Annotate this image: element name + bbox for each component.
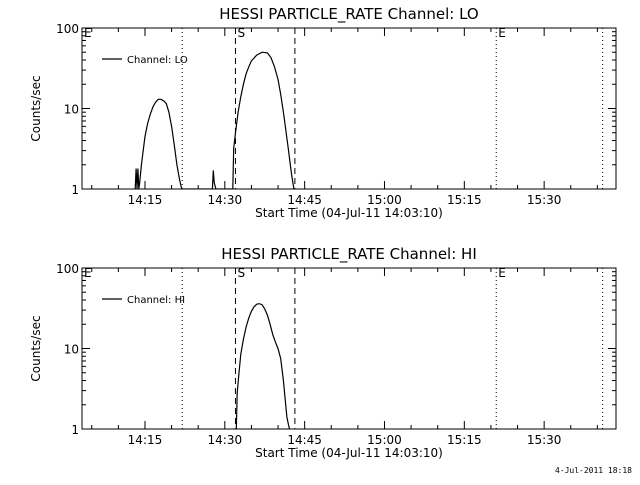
chart-panel-2: HESSI PARTICLE_RATE Channel: HI 14:15 14:3… xyxy=(29,245,617,460)
y-tick-label: 100 xyxy=(56,262,79,276)
x-axis-label: Start Time (04-Jul-11 14:03:10) xyxy=(255,206,443,220)
x-tick-label: 14:30 xyxy=(208,433,243,447)
y-tick-label: 100 xyxy=(56,22,79,36)
x-tick-label: 14:45 xyxy=(287,193,322,207)
y-tick-label: 1 xyxy=(71,183,79,197)
annotation-marker: E xyxy=(84,266,92,280)
chart-panel-1: HESSI PARTICLE_RATE Channel: LO 14:15 14:3… xyxy=(29,5,617,220)
annotation-marker: E xyxy=(498,26,506,40)
x-tick-label: 15:30 xyxy=(527,193,562,207)
x-tick-label: 15:30 xyxy=(527,433,562,447)
chart-title: HESSI PARTICLE_RATE Channel: HI xyxy=(221,245,477,264)
series-line xyxy=(235,303,291,429)
x-tick-label: 14:15 xyxy=(128,193,163,207)
annotation-marker: S xyxy=(237,266,245,280)
y-tick-label: 10 xyxy=(64,343,79,357)
legend-label: Channel: HI xyxy=(127,295,185,306)
legend-label: Channel: LO xyxy=(127,55,188,66)
plot-frame xyxy=(81,267,617,430)
x-tick-label: 14:15 xyxy=(128,433,163,447)
y-tick-label: 1 xyxy=(71,423,79,437)
chart-title: HESSI PARTICLE_RATE Channel: LO xyxy=(219,5,478,24)
x-tick-label: 15:00 xyxy=(367,193,402,207)
series-line xyxy=(134,51,295,189)
x-tick-label: 14:30 xyxy=(208,193,243,207)
x-tick-label: 15:15 xyxy=(447,433,482,447)
annotation-marker: E xyxy=(84,26,92,40)
y-tick-label: 10 xyxy=(64,103,79,117)
x-tick-label: 15:15 xyxy=(447,193,482,207)
plot-frame xyxy=(81,27,617,190)
x-tick-label: 14:45 xyxy=(287,433,322,447)
annotation-marker: S xyxy=(237,26,245,40)
x-axis-label: Start Time (04-Jul-11 14:03:10) xyxy=(255,446,443,460)
y-axis-label: Counts/sec xyxy=(29,315,43,381)
footer-timestamp: 4-Jul-2011 18:18 xyxy=(554,466,632,475)
x-tick-label: 15:00 xyxy=(367,433,402,447)
annotation-marker: E xyxy=(498,266,506,280)
y-axis-label: Counts/sec xyxy=(29,75,43,141)
